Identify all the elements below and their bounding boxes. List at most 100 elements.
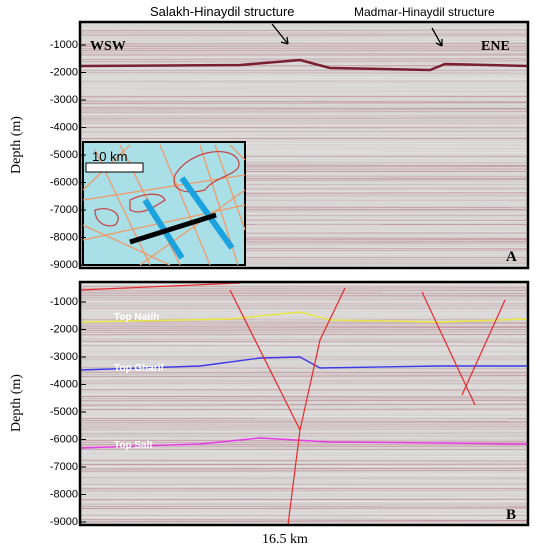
reflector bbox=[80, 130, 528, 133]
reflector bbox=[80, 107, 528, 109]
reflector bbox=[80, 489, 528, 492]
y-tick-label: -8000 bbox=[50, 488, 78, 500]
reflector bbox=[80, 140, 528, 142]
reflector bbox=[80, 58, 528, 72]
reflector bbox=[80, 375, 528, 378]
reflector bbox=[80, 360, 528, 363]
horizon-label: Top Natih bbox=[114, 312, 159, 323]
axis-label: Depth (m) bbox=[9, 374, 24, 432]
frame-a bbox=[78, 20, 530, 270]
reflector bbox=[80, 481, 528, 483]
reflector bbox=[80, 26, 528, 28]
y-tick-label: -5000 bbox=[50, 149, 78, 161]
reflector bbox=[80, 362, 528, 364]
reflector bbox=[80, 479, 528, 482]
reflector bbox=[80, 494, 528, 496]
reflector bbox=[80, 128, 528, 131]
reflector bbox=[80, 455, 528, 458]
y-tick-label: -3000 bbox=[50, 94, 78, 106]
reflector bbox=[80, 102, 528, 104]
axis-label: Depth (m) bbox=[9, 116, 24, 174]
y-tick-label: -5000 bbox=[50, 406, 78, 418]
direction-label: WSW bbox=[90, 39, 126, 54]
y-tick-label: -7000 bbox=[50, 204, 78, 216]
reflector bbox=[80, 29, 528, 32]
reflector bbox=[80, 108, 528, 111]
reflector bbox=[80, 122, 528, 125]
reflector bbox=[80, 445, 528, 448]
direction-label: ENE bbox=[481, 39, 510, 54]
y-tick-label: -4000 bbox=[50, 121, 78, 133]
reflector bbox=[80, 329, 528, 331]
horizon-label: Top Salt bbox=[114, 440, 153, 451]
reflector bbox=[80, 373, 528, 375]
inset-scale: 10 km bbox=[92, 149, 127, 164]
reflector bbox=[80, 472, 528, 475]
reflector bbox=[80, 104, 528, 106]
reflector bbox=[80, 512, 528, 514]
section-b bbox=[80, 282, 528, 525]
reflector bbox=[80, 331, 528, 334]
reflector bbox=[80, 305, 528, 307]
frame-b bbox=[78, 280, 530, 527]
reflector bbox=[80, 403, 528, 406]
reflector bbox=[80, 406, 528, 409]
reflector bbox=[80, 340, 528, 343]
reflector bbox=[80, 100, 528, 103]
horizon-label: Top Gharif bbox=[114, 363, 164, 374]
y-tick-label: -2000 bbox=[50, 66, 78, 78]
reflector bbox=[80, 415, 528, 418]
y-tick-label: -2000 bbox=[50, 323, 78, 335]
panel-letter: A bbox=[506, 249, 517, 265]
reflector bbox=[80, 52, 528, 55]
reflector bbox=[80, 507, 528, 510]
reflector bbox=[80, 467, 528, 470]
reflector bbox=[80, 296, 528, 298]
y-tick-label: -4000 bbox=[50, 378, 78, 390]
arrow bbox=[431, 27, 443, 47]
reflector bbox=[80, 351, 528, 354]
reflector bbox=[80, 368, 528, 371]
y-tick-label: -8000 bbox=[50, 231, 78, 243]
reflector bbox=[80, 395, 528, 398]
reflector bbox=[80, 117, 528, 120]
y-tick-label: -6000 bbox=[50, 433, 78, 445]
reflector bbox=[80, 327, 528, 329]
arrow bbox=[271, 23, 289, 45]
reflector bbox=[80, 338, 528, 341]
y-tick-label: -1000 bbox=[50, 296, 78, 308]
reflector bbox=[80, 432, 528, 435]
reflector bbox=[80, 76, 528, 79]
reflector bbox=[80, 343, 528, 345]
reflector bbox=[80, 92, 528, 94]
panel-letter: B bbox=[506, 507, 516, 523]
reflector bbox=[80, 430, 528, 433]
reflector bbox=[80, 520, 528, 523]
reflector bbox=[80, 37, 528, 39]
reflector bbox=[80, 470, 528, 472]
y-tick-label: -3000 bbox=[50, 351, 78, 363]
y-tick-label: -9000 bbox=[50, 516, 78, 528]
reflector bbox=[80, 58, 528, 60]
reflector bbox=[80, 283, 528, 286]
y-tick-label: -7000 bbox=[50, 461, 78, 473]
inset-map bbox=[82, 141, 246, 266]
y-tick-label: -9000 bbox=[50, 259, 78, 271]
reflector bbox=[80, 436, 528, 439]
y-tick-label: -1000 bbox=[50, 39, 78, 51]
structure-label: Salakh-Hinaydil structure bbox=[150, 4, 295, 19]
reflector bbox=[80, 500, 528, 503]
reflector bbox=[80, 88, 528, 91]
reflector bbox=[80, 519, 528, 521]
reflector bbox=[80, 420, 528, 422]
reflector bbox=[80, 93, 528, 95]
interpretation bbox=[80, 282, 528, 525]
reflector bbox=[80, 132, 528, 135]
reflector bbox=[80, 426, 528, 428]
reflector bbox=[80, 110, 528, 113]
reflector bbox=[80, 459, 528, 462]
reflector bbox=[80, 498, 528, 501]
reflector bbox=[80, 457, 528, 460]
reflector bbox=[80, 74, 528, 76]
